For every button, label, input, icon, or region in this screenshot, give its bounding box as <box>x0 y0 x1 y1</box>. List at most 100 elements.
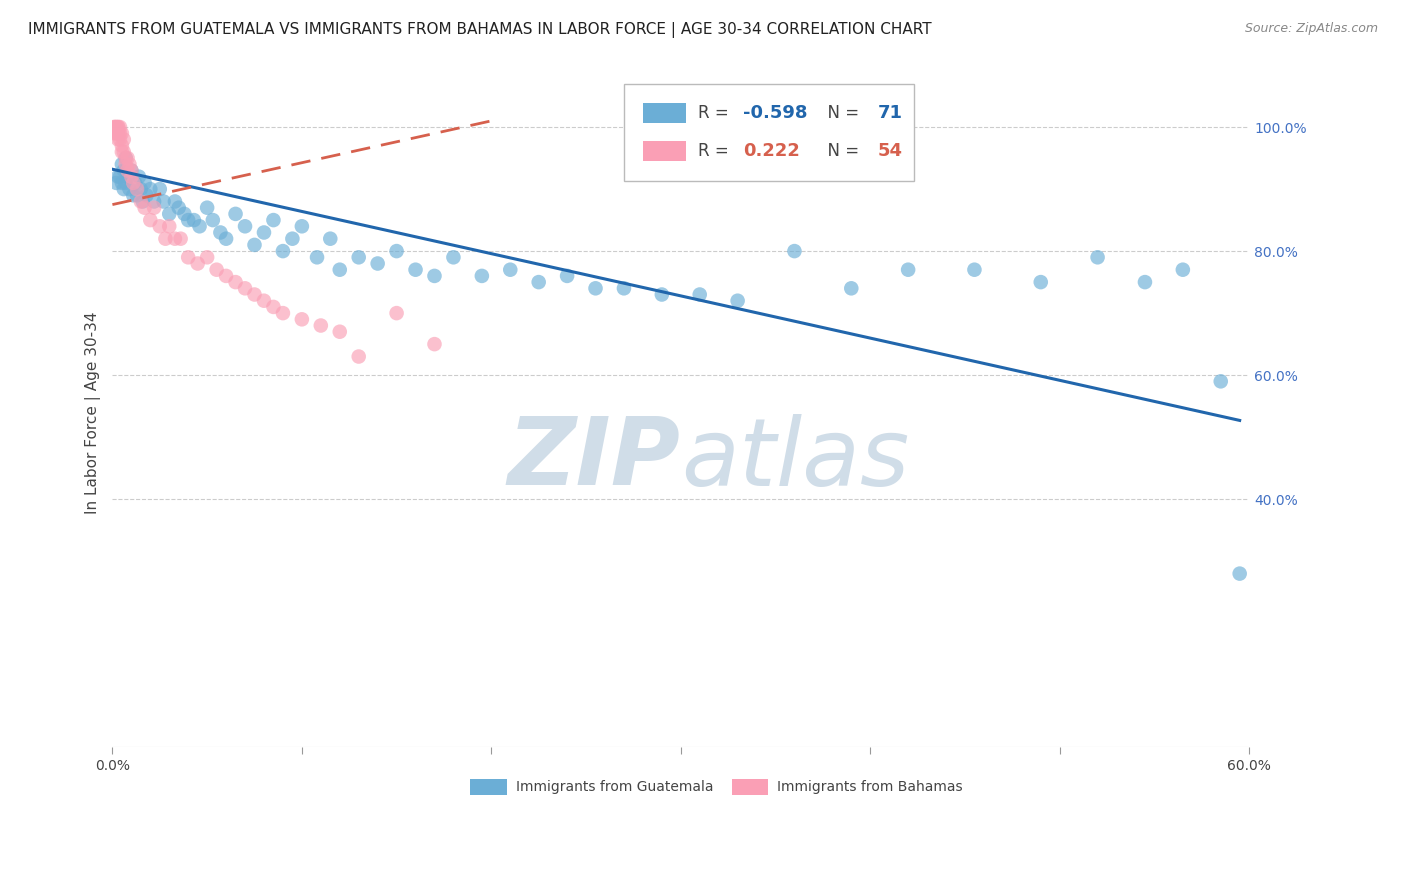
Point <box>122 176 145 190</box>
Point <box>117 169 139 184</box>
Point <box>108 126 131 140</box>
Point <box>1133 275 1156 289</box>
Point <box>135 188 157 202</box>
Point <box>209 226 232 240</box>
Text: Source: ZipAtlas.com: Source: ZipAtlas.com <box>1244 22 1378 36</box>
Point <box>149 219 172 234</box>
Point <box>305 250 328 264</box>
Point <box>103 120 125 134</box>
Point <box>112 132 135 146</box>
Point <box>122 188 145 202</box>
Point <box>329 262 352 277</box>
Point <box>107 120 129 134</box>
Point <box>163 232 186 246</box>
FancyBboxPatch shape <box>644 103 686 123</box>
Text: ZIP: ZIP <box>508 413 681 505</box>
Point <box>205 262 228 277</box>
Point <box>187 256 209 270</box>
Point <box>329 325 352 339</box>
Point <box>152 194 174 209</box>
Point <box>367 256 389 270</box>
Point <box>271 244 294 259</box>
Point <box>1029 275 1052 289</box>
Point <box>157 207 180 221</box>
Point <box>405 262 427 277</box>
Point <box>262 300 284 314</box>
Point <box>107 169 129 184</box>
Point <box>215 232 238 246</box>
Point <box>1171 262 1194 277</box>
Point <box>108 132 131 146</box>
Point <box>225 207 247 221</box>
Point <box>423 268 446 283</box>
Point <box>120 163 142 178</box>
Text: R =: R = <box>697 142 740 161</box>
Point <box>243 238 266 252</box>
FancyBboxPatch shape <box>471 779 506 796</box>
Point <box>105 176 128 190</box>
Point <box>188 219 211 234</box>
Text: 54: 54 <box>877 142 903 161</box>
Point <box>233 219 256 234</box>
Point <box>103 126 125 140</box>
Point <box>111 138 134 153</box>
Point <box>201 213 224 227</box>
Point <box>555 268 578 283</box>
Point <box>347 250 370 264</box>
Text: 0.222: 0.222 <box>744 142 800 161</box>
Point <box>233 281 256 295</box>
FancyBboxPatch shape <box>644 141 686 161</box>
Point <box>134 176 156 190</box>
Point <box>347 350 370 364</box>
Point <box>783 244 806 259</box>
Point <box>112 182 135 196</box>
Point <box>195 201 218 215</box>
Point <box>129 182 152 196</box>
Point <box>167 201 190 215</box>
Point <box>139 182 162 196</box>
Point <box>183 213 205 227</box>
Point <box>120 169 142 184</box>
Point <box>111 126 134 140</box>
Point <box>114 157 136 171</box>
Text: Immigrants from Bahamas: Immigrants from Bahamas <box>778 780 963 795</box>
Point <box>149 182 172 196</box>
Point <box>111 176 134 190</box>
Point <box>117 163 139 178</box>
Point <box>155 232 177 246</box>
Point <box>105 120 128 134</box>
Point <box>173 207 195 221</box>
Point <box>143 194 166 209</box>
Point <box>118 182 141 196</box>
Point <box>125 188 148 202</box>
Point <box>215 268 238 283</box>
Point <box>195 250 218 264</box>
Point <box>107 132 129 146</box>
Point <box>271 306 294 320</box>
Point <box>585 281 607 295</box>
Point <box>253 226 276 240</box>
Text: IMMIGRANTS FROM GUATEMALA VS IMMIGRANTS FROM BAHAMAS IN LABOR FORCE | AGE 30-34 : IMMIGRANTS FROM GUATEMALA VS IMMIGRANTS … <box>28 22 932 38</box>
Point <box>385 306 408 320</box>
Point <box>1209 375 1232 389</box>
Point <box>689 287 711 301</box>
Y-axis label: In Labor Force | Age 30-34: In Labor Force | Age 30-34 <box>86 311 101 514</box>
Point <box>727 293 749 308</box>
Point <box>319 232 342 246</box>
Point <box>125 182 148 196</box>
Point <box>262 213 284 227</box>
Point <box>108 120 131 134</box>
Point <box>157 219 180 234</box>
Point <box>253 293 276 308</box>
Point <box>111 157 134 171</box>
Point <box>105 120 128 134</box>
Point <box>527 275 550 289</box>
Text: R =: R = <box>697 104 734 122</box>
Point <box>225 275 247 289</box>
Point <box>471 268 494 283</box>
Point <box>499 262 522 277</box>
Point <box>897 262 920 277</box>
Point <box>111 145 134 159</box>
Point <box>177 250 200 264</box>
Point <box>385 244 408 259</box>
